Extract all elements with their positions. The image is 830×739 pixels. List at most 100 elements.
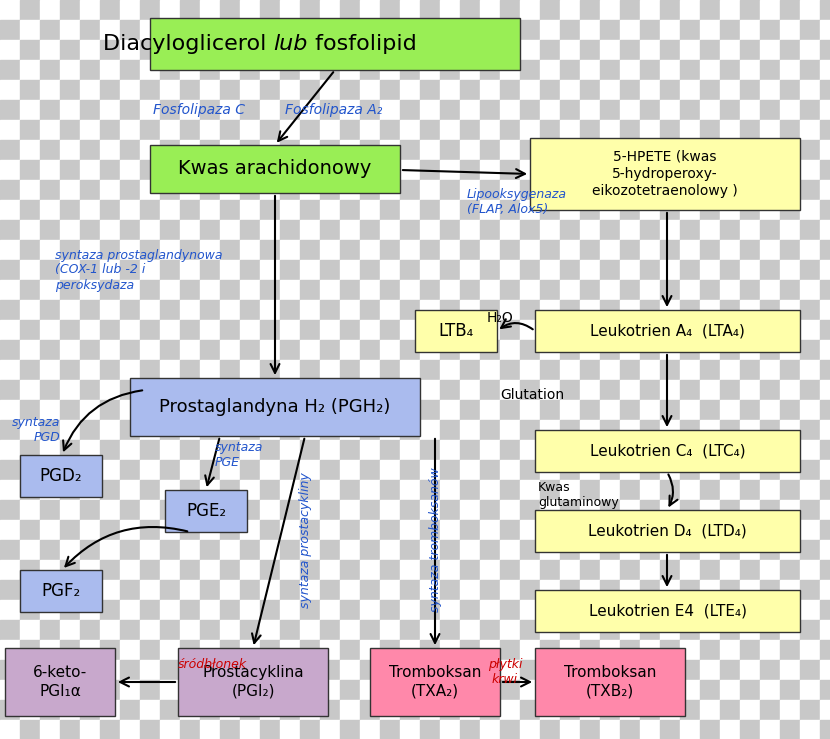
Bar — [80, 80, 100, 100]
Bar — [620, 60, 640, 80]
Bar — [0, 160, 20, 180]
Bar — [640, 100, 660, 120]
Bar — [480, 160, 500, 180]
Text: PGD₂: PGD₂ — [40, 467, 82, 485]
Bar — [0, 80, 20, 100]
Bar — [140, 520, 160, 540]
Bar — [780, 40, 800, 60]
Bar — [380, 540, 400, 560]
Bar — [480, 100, 500, 120]
Bar — [60, 500, 80, 520]
Bar — [80, 40, 100, 60]
Bar — [280, 140, 300, 160]
Bar — [480, 520, 500, 540]
Bar — [200, 380, 220, 400]
Bar — [20, 160, 40, 180]
Bar — [220, 60, 240, 80]
Bar — [160, 600, 180, 620]
Text: Tromboksan
(TXA₂): Tromboksan (TXA₂) — [388, 665, 481, 699]
Bar — [280, 480, 300, 500]
Bar — [20, 360, 40, 380]
Bar — [20, 720, 40, 739]
Bar — [280, 60, 300, 80]
Bar — [720, 260, 740, 280]
Bar — [360, 680, 380, 700]
Bar — [20, 560, 40, 580]
Bar — [460, 40, 480, 60]
FancyBboxPatch shape — [415, 310, 497, 352]
Bar — [620, 500, 640, 520]
Bar — [560, 60, 580, 80]
Bar — [700, 0, 720, 20]
Bar — [700, 560, 720, 580]
Bar — [620, 480, 640, 500]
Bar — [600, 80, 620, 100]
Bar — [740, 680, 760, 700]
FancyBboxPatch shape — [150, 18, 520, 70]
Bar — [380, 640, 400, 660]
Bar — [580, 600, 600, 620]
Bar — [240, 680, 260, 700]
Bar — [520, 600, 540, 620]
Bar — [40, 220, 60, 240]
Bar — [400, 300, 420, 320]
Bar — [520, 580, 540, 600]
Bar — [380, 400, 400, 420]
Bar — [800, 340, 820, 360]
Bar — [640, 260, 660, 280]
Bar — [180, 580, 200, 600]
Bar — [140, 360, 160, 380]
Bar — [120, 520, 140, 540]
Bar — [500, 340, 520, 360]
Bar — [320, 360, 340, 380]
Bar — [500, 460, 520, 480]
Bar — [80, 260, 100, 280]
Bar — [60, 380, 80, 400]
Bar — [160, 320, 180, 340]
Bar — [120, 320, 140, 340]
Bar — [340, 500, 360, 520]
Bar — [20, 700, 40, 720]
Bar — [60, 640, 80, 660]
Bar — [660, 580, 680, 600]
Bar — [640, 40, 660, 60]
Bar — [760, 480, 780, 500]
Bar — [480, 400, 500, 420]
Bar — [60, 420, 80, 440]
Bar — [540, 40, 560, 60]
Bar — [420, 40, 440, 60]
Bar — [240, 340, 260, 360]
Bar — [400, 440, 420, 460]
Bar — [320, 680, 340, 700]
Bar — [80, 720, 100, 739]
Bar — [260, 720, 280, 739]
Bar — [640, 20, 660, 40]
Bar — [300, 520, 320, 540]
Bar — [440, 480, 460, 500]
Bar — [620, 180, 640, 200]
Bar — [800, 240, 820, 260]
Bar — [20, 40, 40, 60]
Bar — [620, 340, 640, 360]
Bar — [400, 540, 420, 560]
Bar — [680, 160, 700, 180]
Bar — [700, 420, 720, 440]
Bar — [560, 580, 580, 600]
Bar — [360, 660, 380, 680]
Bar — [380, 360, 400, 380]
Bar — [120, 280, 140, 300]
Bar — [140, 160, 160, 180]
Bar — [480, 540, 500, 560]
Bar — [300, 280, 320, 300]
Bar — [680, 200, 700, 220]
Bar — [0, 420, 20, 440]
Bar — [260, 0, 280, 20]
Bar — [540, 20, 560, 40]
Bar — [200, 700, 220, 720]
Bar — [180, 520, 200, 540]
Bar — [820, 640, 830, 660]
Bar — [560, 180, 580, 200]
Bar — [260, 640, 280, 660]
Bar — [140, 260, 160, 280]
Bar — [820, 620, 830, 640]
